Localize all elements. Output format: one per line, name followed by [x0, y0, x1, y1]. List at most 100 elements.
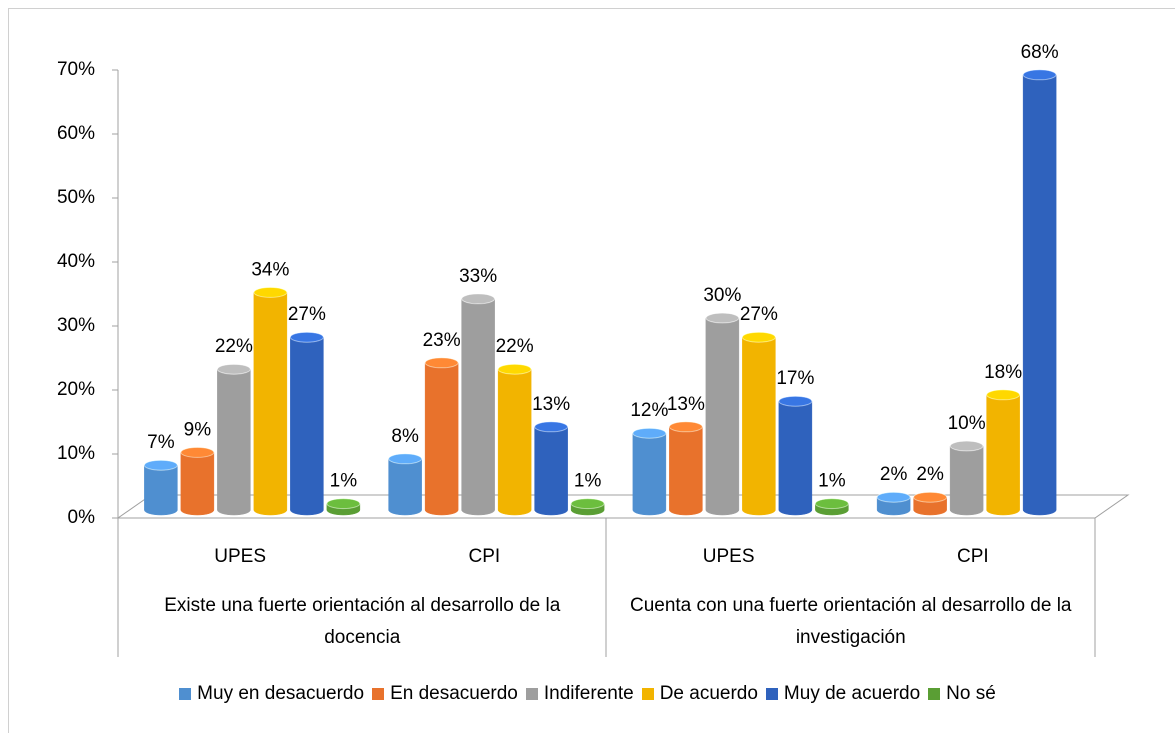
- bar: [216, 363, 251, 516]
- bar: [497, 363, 532, 516]
- value-label: 9%: [184, 419, 212, 440]
- legend-item: Muy de acuerdo: [765, 683, 921, 705]
- legend-swatch: [641, 688, 654, 700]
- value-label: 33%: [459, 266, 497, 287]
- bar-body: [949, 445, 984, 516]
- bar-body: [705, 317, 740, 516]
- bar-top: [216, 363, 251, 375]
- legend-label: Muy en desacuerdo: [197, 683, 365, 704]
- legend-item: De acuerdo: [641, 683, 758, 705]
- bar-top: [632, 427, 667, 439]
- bar-body: [144, 464, 178, 516]
- legend-label: Muy de acuerdo: [783, 683, 921, 704]
- bar-body: [461, 298, 495, 516]
- legend-item: Muy en desacuerdo: [179, 683, 364, 705]
- bar-body: [497, 368, 532, 516]
- bar: [949, 440, 984, 516]
- bar: [388, 453, 423, 516]
- y-tick-label: 0%: [68, 507, 96, 528]
- legend-item: No sé: [928, 683, 996, 705]
- bar-top: [289, 331, 324, 343]
- value-label: 30%: [703, 285, 741, 306]
- legend-label: No sé: [946, 683, 996, 704]
- bar: [180, 446, 215, 516]
- bar-body: [742, 336, 776, 516]
- bar-body: [388, 458, 422, 516]
- y-tick-label: 70%: [57, 59, 95, 80]
- x-tick-label: CPI: [957, 546, 989, 567]
- floor: [116, 494, 1130, 519]
- value-label: 7%: [147, 432, 175, 453]
- bar-top: [461, 293, 496, 305]
- bar-body: [290, 336, 324, 516]
- bar: [570, 498, 605, 516]
- bar-top: [876, 491, 911, 503]
- value-label: 13%: [532, 394, 570, 415]
- y-tick-label: 20%: [57, 379, 95, 400]
- value-label: 27%: [288, 304, 326, 325]
- value-label: 13%: [667, 394, 705, 415]
- y-tick-label: 40%: [57, 251, 95, 272]
- value-label: 23%: [423, 330, 461, 351]
- bar-top: [143, 459, 178, 471]
- bar-body: [253, 292, 288, 516]
- y-tick-label: 50%: [57, 187, 95, 208]
- bar-top: [424, 357, 459, 369]
- x-tick-label: UPES: [214, 546, 266, 567]
- bar: [814, 498, 849, 516]
- value-label: 1%: [818, 471, 846, 492]
- bar-top: [497, 363, 532, 375]
- bar: [632, 427, 667, 516]
- bar-body: [180, 452, 215, 516]
- value-label: 1%: [574, 471, 602, 492]
- legend-swatch: [372, 688, 385, 700]
- value-label: 34%: [251, 259, 289, 280]
- value-label: 22%: [215, 336, 253, 357]
- bar: [705, 312, 740, 516]
- value-label: 12%: [630, 400, 668, 421]
- bar-top: [986, 389, 1021, 401]
- bar-top: [570, 498, 605, 510]
- y-tick-label: 30%: [57, 315, 95, 336]
- bar-top: [534, 421, 569, 433]
- bar-body: [778, 400, 813, 516]
- value-label: 68%: [1021, 42, 1059, 63]
- legend-swatch: [525, 688, 538, 700]
- bar-top: [913, 491, 948, 503]
- value-label: 22%: [496, 336, 534, 357]
- bar: [778, 395, 813, 516]
- legend-label: Indiferente: [543, 683, 634, 704]
- legend: Muy en desacuerdo En desacuerdo Indiferent…: [0, 683, 1175, 705]
- y-tick-label: 60%: [57, 123, 95, 144]
- value-label: 2%: [916, 464, 944, 485]
- legend-item: Indiferente: [525, 683, 634, 705]
- legend-swatch: [765, 688, 778, 700]
- bar-body: [534, 426, 568, 516]
- bar-top: [778, 395, 813, 407]
- bar: [668, 421, 703, 516]
- value-label: 2%: [880, 464, 908, 485]
- y-tick-label: 10%: [57, 443, 95, 464]
- bar-top: [705, 312, 740, 324]
- bar-top: [949, 440, 984, 452]
- bar: [534, 421, 569, 516]
- bar-top: [388, 453, 423, 465]
- bar-top: [741, 331, 776, 343]
- bar: [876, 491, 911, 516]
- bar-body: [1022, 74, 1057, 516]
- value-label: 1%: [330, 471, 358, 492]
- value-label: 8%: [391, 426, 419, 447]
- group-label: Cuenta con una fuerte orientación al des…: [629, 595, 1072, 648]
- bar-body: [217, 368, 251, 516]
- bar-top: [1022, 69, 1057, 81]
- bar: [1022, 69, 1057, 516]
- legend-label: De acuerdo: [659, 683, 758, 704]
- bar-body: [986, 394, 1020, 516]
- legend-label: En desacuerdo: [390, 683, 518, 704]
- value-label: 27%: [740, 304, 778, 325]
- value-label: 10%: [948, 413, 986, 434]
- bar-body: [632, 432, 667, 516]
- bar: [913, 491, 948, 516]
